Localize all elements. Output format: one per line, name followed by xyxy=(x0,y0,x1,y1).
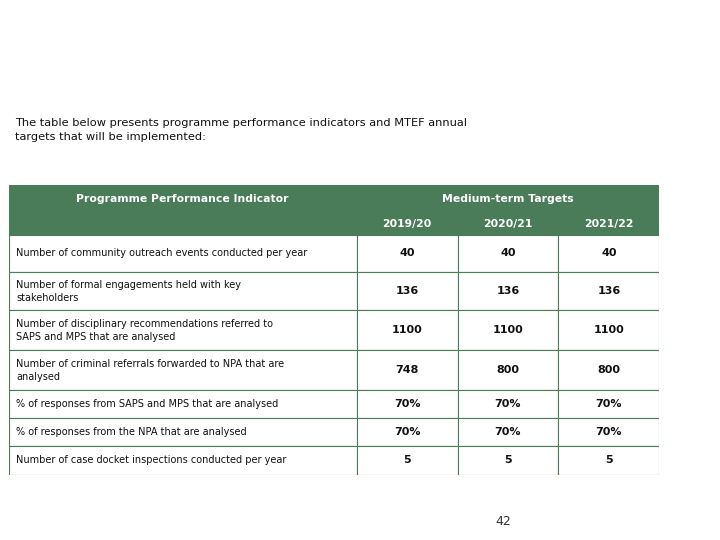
Bar xyxy=(559,350,660,390)
Text: Number of formal engagements held with key
stakeholders: Number of formal engagements held with k… xyxy=(17,280,241,302)
Bar xyxy=(356,273,457,310)
Bar xyxy=(559,234,660,273)
Text: STRATEGIC PLAN AND APP TARGETS: STRATEGIC PLAN AND APP TARGETS xyxy=(688,158,698,361)
Text: 1100: 1100 xyxy=(593,326,624,335)
Text: Number of case docket inspections conducted per year: Number of case docket inspections conduc… xyxy=(17,455,287,465)
Bar xyxy=(356,213,457,234)
Bar xyxy=(9,310,356,350)
Bar xyxy=(559,310,660,350)
Text: Medium-term Targets: Medium-term Targets xyxy=(442,194,574,204)
Bar xyxy=(9,234,356,273)
Bar xyxy=(457,310,559,350)
Text: Management (3): Management (3) xyxy=(243,75,425,94)
Text: Number of community outreach events conducted per year: Number of community outreach events cond… xyxy=(17,248,307,259)
Bar xyxy=(356,350,457,390)
Text: 800: 800 xyxy=(497,366,519,375)
Text: 5: 5 xyxy=(504,455,512,465)
Bar xyxy=(559,418,660,446)
Bar xyxy=(457,213,559,234)
Bar xyxy=(559,390,660,418)
Bar xyxy=(559,446,660,475)
Text: Number of disciplinary recommendations referred to
SAPS and MPS that are analyse: Number of disciplinary recommendations r… xyxy=(17,319,274,342)
Bar xyxy=(457,418,559,446)
Text: 136: 136 xyxy=(597,286,621,296)
Text: 1100: 1100 xyxy=(392,326,423,335)
Bar xyxy=(356,390,457,418)
Text: 70%: 70% xyxy=(595,427,622,437)
Bar xyxy=(356,418,457,446)
Text: 70%: 70% xyxy=(495,399,521,409)
Bar xyxy=(356,446,457,475)
Bar xyxy=(9,185,356,213)
Bar xyxy=(356,185,660,213)
Bar xyxy=(9,350,356,390)
Text: % of responses from SAPS and MPS that are analysed: % of responses from SAPS and MPS that ar… xyxy=(17,399,279,409)
Text: Programme 4: Compliance Monitoring & Stakeholder: Programme 4: Compliance Monitoring & Sta… xyxy=(44,28,624,48)
Text: 40: 40 xyxy=(601,248,616,259)
Bar xyxy=(457,390,559,418)
Text: 70%: 70% xyxy=(394,399,420,409)
Text: 2019/20: 2019/20 xyxy=(382,219,432,228)
Text: 5: 5 xyxy=(403,455,411,465)
Text: 2020/21: 2020/21 xyxy=(483,219,533,228)
Bar xyxy=(356,310,457,350)
Text: Programme Performance Indicator: Programme Performance Indicator xyxy=(76,194,289,204)
Text: 136: 136 xyxy=(395,286,419,296)
Text: 2021/22: 2021/22 xyxy=(584,219,634,228)
Text: 42: 42 xyxy=(495,515,511,528)
Bar xyxy=(457,446,559,475)
Bar xyxy=(457,273,559,310)
Text: % of responses from the NPA that are analysed: % of responses from the NPA that are ana… xyxy=(17,427,247,437)
Bar xyxy=(356,234,457,273)
Bar xyxy=(9,446,356,475)
Text: 5: 5 xyxy=(605,455,613,465)
Text: 1100: 1100 xyxy=(492,326,523,335)
Text: 136: 136 xyxy=(496,286,520,296)
Text: The table below presents programme performance indicators and MTEF annual
target: The table below presents programme perfo… xyxy=(15,118,467,142)
Text: 40: 40 xyxy=(500,248,516,259)
Bar xyxy=(9,418,356,446)
Text: Number of criminal referrals forwarded to NPA that are
analysed: Number of criminal referrals forwarded t… xyxy=(17,359,284,382)
Text: 70%: 70% xyxy=(394,427,420,437)
Text: 40: 40 xyxy=(400,248,415,259)
Bar xyxy=(559,273,660,310)
Bar xyxy=(559,213,660,234)
Text: 748: 748 xyxy=(395,366,419,375)
Bar xyxy=(457,234,559,273)
Text: 800: 800 xyxy=(598,366,621,375)
Text: 70%: 70% xyxy=(495,427,521,437)
Bar xyxy=(9,273,356,310)
Bar xyxy=(9,390,356,418)
Bar xyxy=(457,350,559,390)
Text: 70%: 70% xyxy=(595,399,622,409)
Bar xyxy=(9,213,356,234)
